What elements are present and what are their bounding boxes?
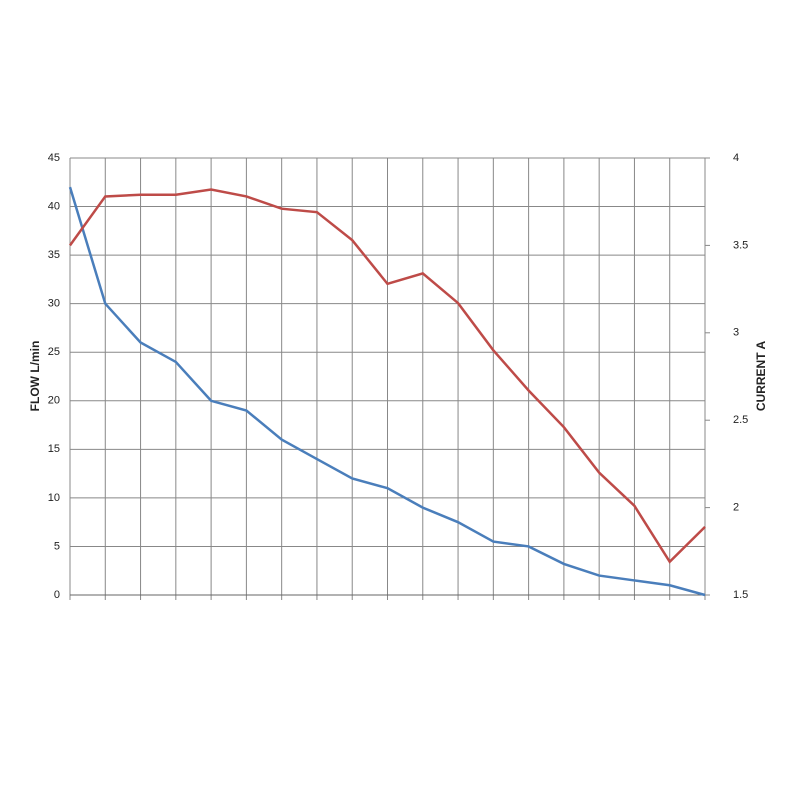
series-line [68, 188, 706, 564]
y-tick-label: 30 [48, 298, 60, 310]
y2-tick-label: 2 [733, 502, 739, 514]
y2-tick-label: 1.5 [733, 589, 748, 601]
series-line [68, 186, 706, 597]
y-tick-label: 40 [48, 200, 60, 212]
y-tick-label: 15 [48, 443, 60, 455]
y-tick-label: 35 [48, 249, 60, 261]
y-tick-label: 10 [48, 492, 60, 504]
y-tick-label: 5 [54, 540, 60, 552]
y2-tick-label: 3 [733, 327, 739, 339]
y2-tick-label: 3.5 [733, 239, 748, 251]
y2-tick-label: 2.5 [733, 414, 748, 426]
y-tick-label: 20 [48, 395, 60, 407]
y-axis-title: FLOW L/min [28, 341, 42, 412]
y-tick-label: 45 [48, 152, 60, 164]
y2-tick-label: 4 [733, 152, 739, 164]
y-tick-label: 0 [54, 589, 60, 601]
y2-axis-title: CURRENT A [754, 341, 768, 412]
y-tick-label: 25 [48, 346, 60, 358]
